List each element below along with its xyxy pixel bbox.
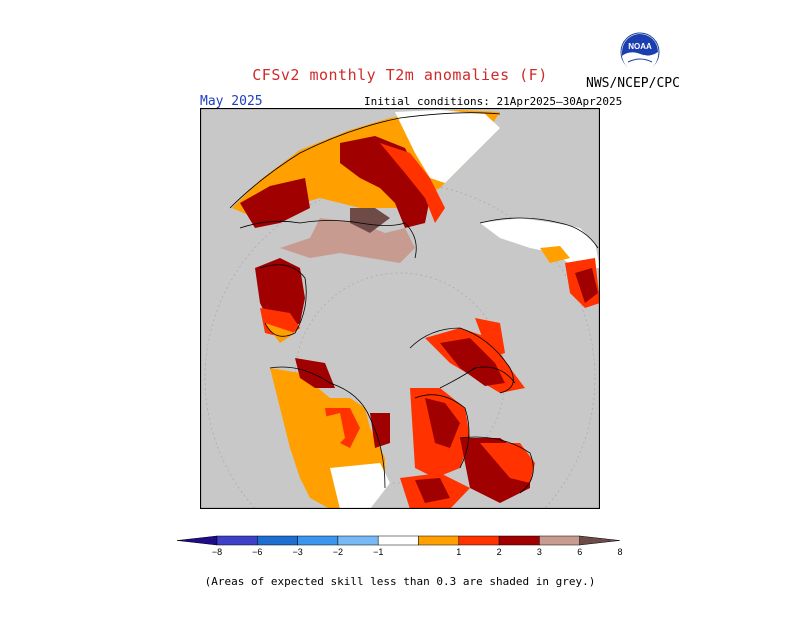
legend-label: −8 bbox=[212, 547, 222, 557]
map-title: CFSv2 monthly T2m anomalies (F) bbox=[252, 66, 548, 84]
legend-labels: −8 −6 −3 −2 −1 1 2 3 6 8 bbox=[212, 547, 623, 557]
forecast-month: May 2025 bbox=[200, 94, 263, 109]
legend-label: −2 bbox=[333, 547, 343, 557]
anomaly-scandinavia bbox=[480, 218, 600, 308]
legend-arrow-left bbox=[176, 535, 218, 546]
map-frame bbox=[200, 108, 600, 509]
legend-label: −6 bbox=[252, 547, 262, 557]
legend-swatch bbox=[216, 535, 258, 546]
legend-label: −1 bbox=[373, 547, 383, 557]
legend-swatch bbox=[418, 535, 460, 546]
coastlines bbox=[229, 112, 599, 494]
initial-conditions: Initial conditions: 21Apr2025–30Apr2025 bbox=[364, 95, 623, 108]
legend-label: 8 bbox=[617, 547, 622, 557]
legend-swatch bbox=[498, 535, 540, 546]
legend-swatch bbox=[257, 535, 298, 546]
legend-swatches bbox=[176, 535, 620, 546]
legend-swatch bbox=[297, 535, 339, 546]
legend-label: 6 bbox=[577, 547, 582, 557]
polar-map bbox=[200, 108, 600, 509]
logo-text: NOAA bbox=[628, 42, 652, 51]
legend-label: 3 bbox=[537, 547, 542, 557]
legend-colorbar: −8 −6 −3 −2 −1 1 2 3 6 8 bbox=[176, 535, 623, 557]
legend-arrow-right bbox=[579, 535, 620, 546]
agency-label: NWS/NCEP/CPC bbox=[586, 76, 680, 91]
anomaly-eurasia bbox=[270, 318, 535, 509]
legend-label: 2 bbox=[497, 547, 502, 557]
skill-footnote: (Areas of expected skill less than 0.3 a… bbox=[204, 575, 596, 588]
legend-swatch bbox=[539, 535, 580, 546]
noaa-logo-icon: NOAA bbox=[620, 32, 660, 72]
no-signal-greenland bbox=[395, 110, 500, 183]
legend-label: 1 bbox=[456, 547, 461, 557]
legend-swatch bbox=[458, 535, 500, 546]
legend-label: −3 bbox=[292, 547, 302, 557]
legend-swatch bbox=[337, 535, 379, 546]
legend-swatch bbox=[377, 535, 419, 546]
